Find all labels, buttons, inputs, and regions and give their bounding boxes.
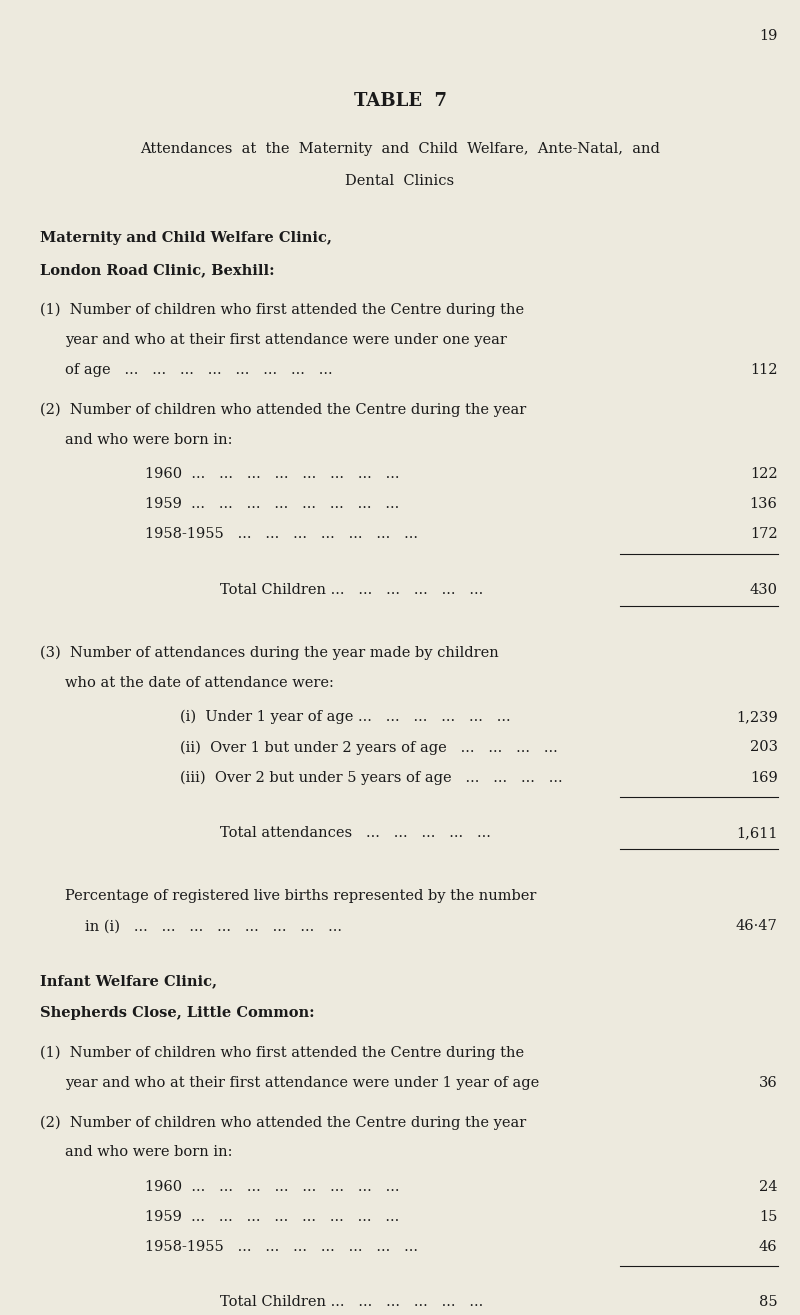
Text: 1,611: 1,611	[736, 826, 778, 840]
Text: Percentage of registered live births represented by the number: Percentage of registered live births rep…	[65, 889, 536, 903]
Text: 19: 19	[759, 29, 778, 43]
Text: 1,239: 1,239	[736, 710, 778, 725]
Text: 112: 112	[750, 363, 778, 377]
Text: 122: 122	[750, 467, 778, 481]
Text: who at the date of attendance were:: who at the date of attendance were:	[65, 676, 334, 690]
Text: 1959  ...   ...   ...   ...   ...   ...   ...   ...: 1959 ... ... ... ... ... ... ... ...	[145, 1210, 399, 1224]
Text: Maternity and Child Welfare Clinic,: Maternity and Child Welfare Clinic,	[40, 231, 332, 246]
Text: 172: 172	[750, 527, 778, 542]
Text: year and who at their first attendance were under 1 year of age: year and who at their first attendance w…	[65, 1076, 539, 1090]
Text: in (i)   ...   ...   ...   ...   ...   ...   ...   ...: in (i) ... ... ... ... ... ... ... ...	[85, 919, 342, 934]
Text: Total Children ...   ...   ...   ...   ...   ...: Total Children ... ... ... ... ... ...	[220, 583, 483, 597]
Text: Attendances  at  the  Maternity  and  Child  Welfare,  Ante-Natal,  and: Attendances at the Maternity and Child W…	[140, 142, 660, 156]
Text: and who were born in:: and who were born in:	[65, 433, 232, 447]
Text: 1958-1955   ...   ...   ...   ...   ...   ...   ...: 1958-1955 ... ... ... ... ... ... ...	[145, 527, 418, 542]
Text: (2)  Number of children who attended the Centre during the year: (2) Number of children who attended the …	[40, 1115, 526, 1130]
Text: Infant Welfare Clinic,: Infant Welfare Clinic,	[40, 974, 217, 989]
Text: (1)  Number of children who first attended the Centre during the: (1) Number of children who first attende…	[40, 1045, 524, 1060]
Text: 1960  ...   ...   ...   ...   ...   ...   ...   ...: 1960 ... ... ... ... ... ... ... ...	[145, 467, 399, 481]
Text: 430: 430	[750, 583, 778, 597]
Text: 169: 169	[750, 771, 778, 785]
Text: 203: 203	[750, 740, 778, 755]
Text: (3)  Number of attendances during the year made by children: (3) Number of attendances during the yea…	[40, 646, 498, 660]
Text: and who were born in:: and who were born in:	[65, 1145, 232, 1160]
Text: year and who at their first attendance were under one year: year and who at their first attendance w…	[65, 333, 506, 347]
Text: (2)  Number of children who attended the Centre during the year: (2) Number of children who attended the …	[40, 402, 526, 417]
Text: Shepherds Close, Little Common:: Shepherds Close, Little Common:	[40, 1006, 314, 1020]
Text: 46·47: 46·47	[736, 919, 778, 934]
Text: (ii)  Over 1 but under 2 years of age   ...   ...   ...   ...: (ii) Over 1 but under 2 years of age ...…	[180, 740, 558, 755]
Text: TABLE  7: TABLE 7	[354, 92, 446, 110]
Text: (i)  Under 1 year of age ...   ...   ...   ...   ...   ...: (i) Under 1 year of age ... ... ... ... …	[180, 710, 510, 725]
Text: 85: 85	[759, 1295, 778, 1310]
Text: (1)  Number of children who first attended the Centre during the: (1) Number of children who first attende…	[40, 302, 524, 317]
Text: Total Children ...   ...   ...   ...   ...   ...: Total Children ... ... ... ... ... ...	[220, 1295, 483, 1310]
Text: 36: 36	[759, 1076, 778, 1090]
Text: Total attendances   ...   ...   ...   ...   ...: Total attendances ... ... ... ... ...	[220, 826, 491, 840]
Text: (iii)  Over 2 but under 5 years of age   ...   ...   ...   ...: (iii) Over 2 but under 5 years of age ..…	[180, 771, 562, 785]
Text: 1959  ...   ...   ...   ...   ...   ...   ...   ...: 1959 ... ... ... ... ... ... ... ...	[145, 497, 399, 512]
Text: 46: 46	[759, 1240, 778, 1255]
Text: 1958-1955   ...   ...   ...   ...   ...   ...   ...: 1958-1955 ... ... ... ... ... ... ...	[145, 1240, 418, 1255]
Text: 24: 24	[759, 1180, 778, 1194]
Text: London Road Clinic, Bexhill:: London Road Clinic, Bexhill:	[40, 263, 274, 277]
Text: of age   ...   ...   ...   ...   ...   ...   ...   ...: of age ... ... ... ... ... ... ... ...	[65, 363, 333, 377]
Text: 15: 15	[759, 1210, 778, 1224]
Text: Dental  Clinics: Dental Clinics	[346, 174, 454, 188]
Text: 1960  ...   ...   ...   ...   ...   ...   ...   ...: 1960 ... ... ... ... ... ... ... ...	[145, 1180, 399, 1194]
Text: 136: 136	[750, 497, 778, 512]
